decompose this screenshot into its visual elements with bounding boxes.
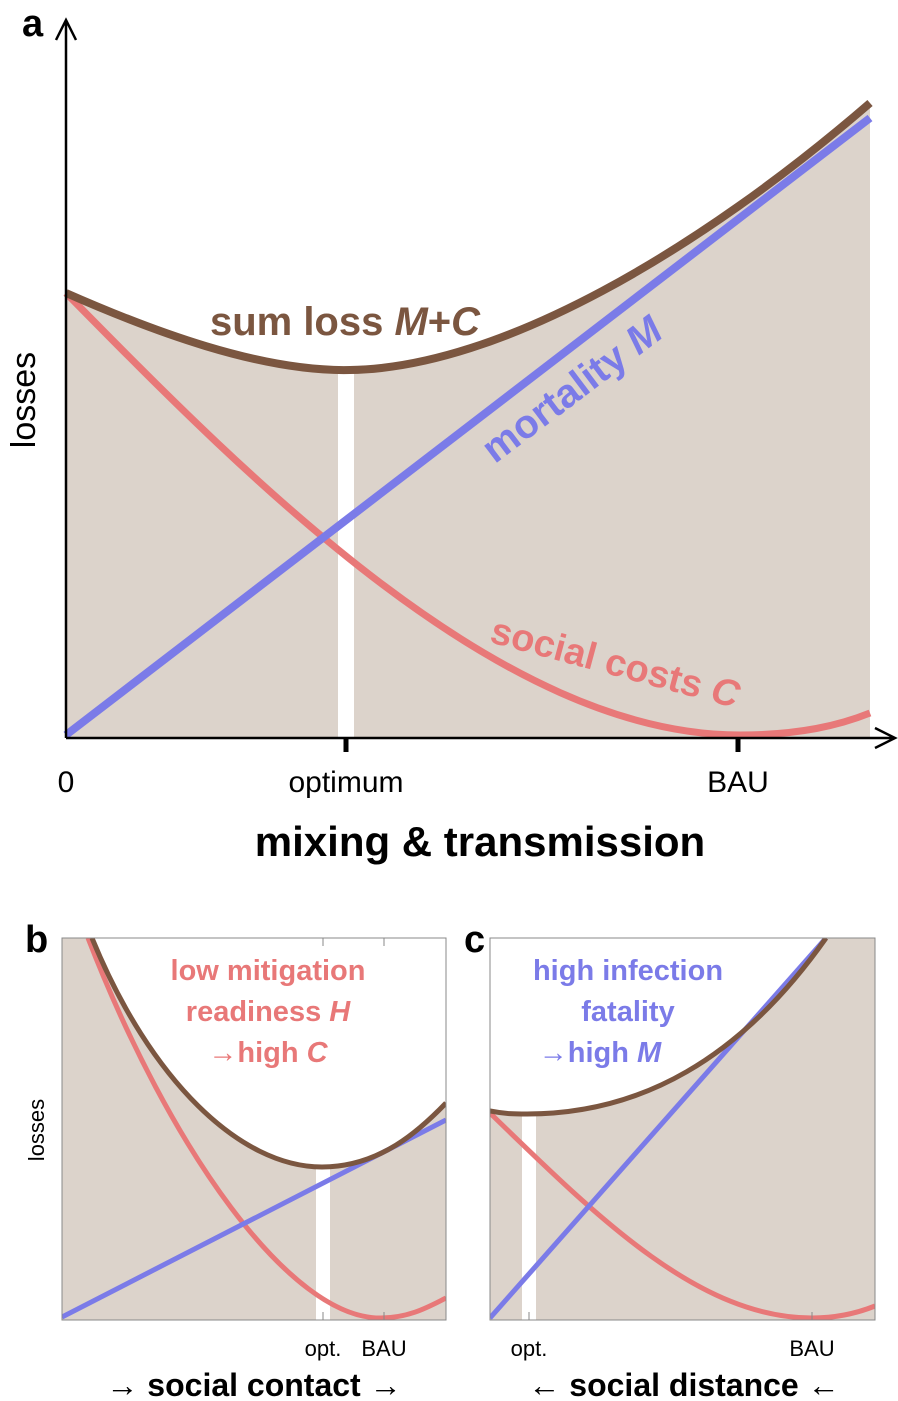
note: high infection: [533, 955, 723, 987]
y-axis-label: losses: [24, 1099, 49, 1161]
x-axis-label: ← social distance ←: [528, 1367, 839, 1401]
text-part: M: [637, 1037, 662, 1069]
note: fatality: [581, 996, 674, 1028]
panel-a: a losses mixing & transmission 0 optimum…: [5, 3, 898, 865]
tick-label: BAU: [707, 766, 769, 799]
panel-b: b losses opt. BAU → social contact → low…: [24, 919, 447, 1401]
text-part: →high: [208, 1037, 306, 1069]
text-part: readiness: [186, 996, 329, 1028]
loss-area: [62, 938, 446, 1320]
loss-area: [490, 938, 875, 1320]
note: readiness H: [186, 996, 351, 1028]
y-axis-label: losses: [5, 352, 43, 448]
mortality-line: [63, 114, 873, 739]
frame: [489, 937, 876, 1321]
tick-label: BAU: [361, 1336, 406, 1361]
optimum-marker: [316, 1168, 330, 1320]
text-part: C: [307, 1037, 329, 1069]
panel-label: b: [25, 919, 48, 961]
text-part: fatality: [581, 996, 674, 1028]
x-axis-label: mixing & transmission: [255, 818, 705, 865]
text-part: +: [428, 300, 451, 344]
text-part: →high: [539, 1037, 637, 1069]
tick-label: 0: [58, 766, 75, 799]
text-part: low mitigation: [171, 955, 366, 987]
mortality-line: [490, 938, 828, 1320]
text-part: sum loss: [210, 300, 395, 344]
frame: [61, 937, 447, 1321]
sum-loss-curve: [490, 938, 829, 1117]
note: low mitigation: [171, 955, 366, 987]
text-part: M: [394, 300, 429, 344]
tick-label: opt.: [511, 1336, 548, 1361]
ticks: [528, 1312, 813, 1320]
curve-label: sum loss M+C: [210, 300, 481, 344]
panel-c: c opt. BAU ← social distance ← high infe…: [464, 919, 876, 1401]
x-axis-label: → social contact →: [106, 1367, 401, 1401]
panel-label: a: [22, 3, 44, 45]
note: →high C: [208, 1037, 328, 1069]
sum-loss-curve: [64, 99, 873, 375]
panel-label: c: [464, 919, 485, 961]
social-costs-curve: [63, 290, 872, 739]
social-costs-curve: [85, 938, 446, 1320]
tick-label: opt.: [305, 1336, 342, 1361]
text-part: high infection: [533, 955, 723, 987]
text-part: H: [329, 996, 351, 1028]
social-costs-curve: [490, 1111, 875, 1320]
axes: [54, 17, 898, 750]
tick-label: BAU: [789, 1336, 834, 1361]
ticks: [322, 938, 385, 1320]
ticks: [343, 738, 741, 752]
note: →high M: [539, 1037, 662, 1069]
text-part: C: [451, 300, 481, 344]
sum-loss-curve: [89, 938, 446, 1170]
tick-label: optimum: [288, 766, 403, 799]
